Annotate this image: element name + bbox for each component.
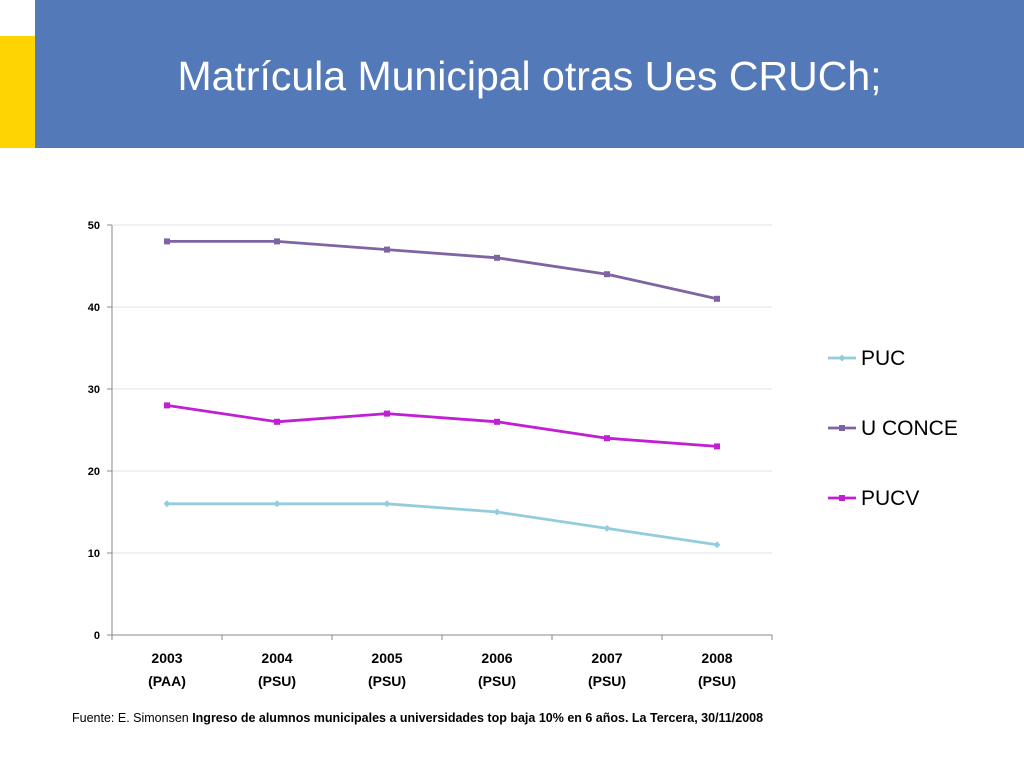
source-title: Ingreso de alumnos municipales a univers… [192, 711, 764, 725]
data-point [604, 435, 610, 442]
x-tick-label: 2004 [261, 650, 292, 666]
data-point [164, 238, 170, 245]
data-point [714, 295, 720, 302]
data-point [384, 410, 390, 417]
x-tick-sublabel: (PSU) [258, 673, 296, 689]
x-tick-sublabel: (PSU) [698, 673, 736, 689]
x-tick-sublabel: (PAA) [148, 673, 186, 689]
x-tick-label: 2005 [371, 650, 402, 666]
y-tick-label: 50 [88, 220, 100, 232]
x-tick-sublabel: (PSU) [478, 673, 516, 689]
data-point [274, 418, 280, 425]
x-tick-label: 2006 [481, 650, 512, 666]
title-bar [35, 0, 1024, 148]
legend-label: PUCV [861, 487, 919, 510]
data-point [273, 500, 281, 508]
data-point [494, 254, 500, 261]
data-point [493, 508, 501, 516]
y-tick-label: 20 [88, 466, 100, 478]
x-tick-label: 2003 [151, 650, 182, 666]
data-point [494, 418, 500, 425]
data-point [604, 271, 610, 278]
legend-label: PUC [861, 347, 905, 370]
series-line-u-conce [167, 239, 718, 301]
x-tick-label: 2008 [701, 650, 732, 666]
x-tick-label: 2007 [591, 650, 622, 666]
data-point [714, 443, 720, 450]
y-tick-label: 30 [88, 384, 100, 396]
legend-marker [839, 495, 845, 501]
series-line-puc [167, 502, 718, 547]
legend-marker [839, 425, 845, 431]
data-point [383, 500, 391, 508]
accent-bar [0, 36, 35, 148]
series-line-pucv [166, 404, 718, 448]
data-point [713, 541, 721, 549]
legend-marker [838, 354, 846, 362]
data-point [603, 524, 611, 532]
data-point [163, 500, 171, 508]
x-tick-sublabel: (PSU) [588, 673, 626, 689]
data-point [274, 238, 280, 245]
legend-label: U CONCE [861, 417, 958, 440]
line-chart: 0 10 20 30 40 50 2003 (PAA) 2004 (PSU) 2005 (PSU) 20… [88, 220, 958, 689]
source-prefix: Fuente: E. Simonsen [72, 711, 193, 725]
y-tick-label: 40 [88, 302, 100, 314]
data-point [384, 246, 390, 253]
y-tick-label: 0 [94, 630, 100, 642]
source-citation: Fuente: E. Simonsen Ingreso de alumnos m… [72, 711, 763, 725]
x-tick-sublabel: (PSU) [368, 673, 406, 689]
y-tick-label: 10 [88, 548, 100, 560]
slide-title: Matrícula Municipal otras Ues CRUCh; [177, 53, 882, 99]
data-point [164, 402, 170, 409]
